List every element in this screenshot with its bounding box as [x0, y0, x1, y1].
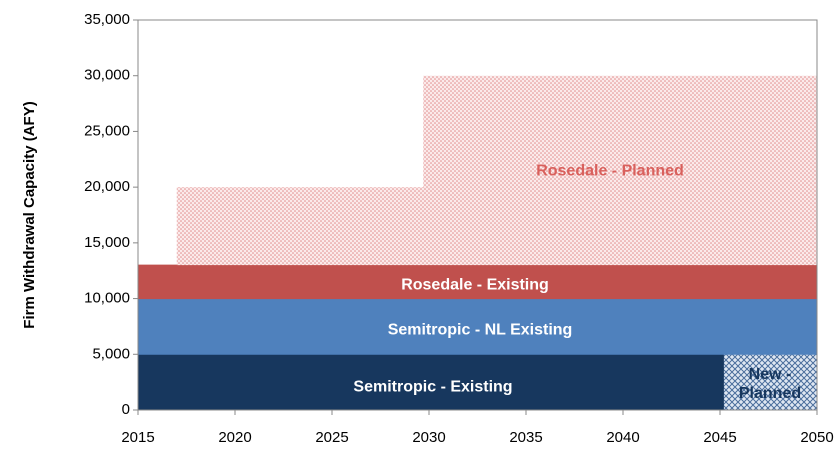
y-tick-label: 35,000: [84, 11, 130, 28]
y-tick-label: 30,000: [84, 67, 130, 84]
y-tick-label: 0: [122, 401, 130, 418]
x-tick-label: 2015: [121, 429, 154, 446]
y-tick-label: 20,000: [84, 178, 130, 195]
x-tick-label: 2040: [606, 429, 639, 446]
area-label: Semitropic - Existing: [353, 378, 513, 396]
area-label: Rosedale - Planned: [536, 162, 684, 180]
x-tick-label: 2050: [800, 429, 833, 446]
x-tick-label: 2035: [509, 429, 542, 446]
y-tick-label: 25,000: [84, 122, 130, 139]
area-label: Rosedale - Existing: [401, 276, 549, 294]
x-tick-label: 2030: [412, 429, 445, 446]
y-axis-label: Firm Withdrawal Capacity (AFY): [21, 101, 38, 328]
y-tick-label: 15,000: [84, 234, 130, 251]
plot-frame: [137, 19, 818, 411]
area: [138, 354, 817, 410]
area-label: Semitropic - NL Existing: [387, 321, 573, 339]
y-tick-label: 10,000: [84, 290, 130, 307]
x-tick-label: 2045: [703, 429, 736, 446]
area: [138, 75, 817, 266]
x-tick-label: 2025: [315, 429, 348, 446]
x-tick-label: 2020: [218, 429, 251, 446]
area-label: New - Planned: [738, 366, 802, 402]
y-tick-label: 5,000: [92, 345, 130, 362]
